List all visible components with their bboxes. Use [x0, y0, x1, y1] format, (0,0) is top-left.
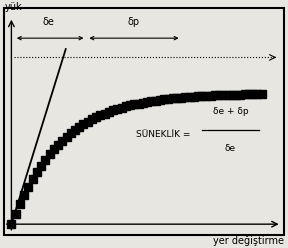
Text: δe + δp: δe + δp: [213, 107, 248, 116]
Text: yük: yük: [5, 2, 23, 12]
Text: δe: δe: [225, 144, 236, 153]
Text: SÜNEKLİK =: SÜNEKLİK =: [137, 130, 194, 139]
Text: δe: δe: [43, 17, 55, 28]
Text: yer değiştirme: yer değiştirme: [213, 236, 284, 247]
Text: δp: δp: [128, 17, 140, 28]
